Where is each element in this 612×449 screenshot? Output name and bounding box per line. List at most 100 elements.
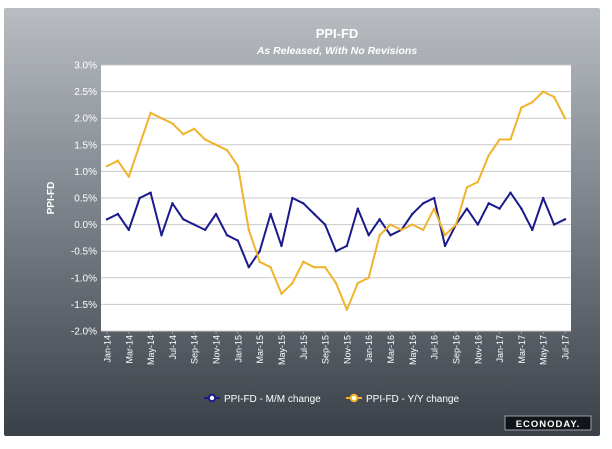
x-tick-label: May-15 — [277, 335, 287, 365]
y-tick-label: 1.0% — [74, 167, 97, 178]
data-point — [269, 265, 272, 269]
x-tick-label: Jan-16 — [364, 335, 374, 363]
data-point — [552, 95, 556, 99]
data-point — [182, 218, 185, 221]
data-point — [465, 207, 469, 210]
data-point — [138, 143, 141, 146]
data-point — [247, 228, 250, 232]
data-point — [411, 212, 414, 216]
legend-mm-label: PPI-FD - M/M change — [224, 394, 321, 405]
x-tick-label: Nov-16 — [473, 335, 483, 364]
x-tick-label: May-14 — [146, 335, 156, 365]
data-point — [203, 228, 207, 232]
x-tick-label: Mar-15 — [255, 335, 265, 364]
data-point — [225, 234, 229, 237]
data-point — [193, 127, 196, 131]
data-point — [487, 202, 490, 205]
data-point — [236, 164, 240, 168]
data-point — [356, 281, 360, 285]
data-point — [520, 106, 523, 109]
x-tick-label: Jan-14 — [103, 335, 113, 363]
data-point — [541, 196, 545, 200]
y-tick-label: 1.5% — [74, 140, 97, 151]
x-tick-label: Jan-17 — [495, 335, 505, 363]
data-point — [127, 175, 131, 178]
series-points-yy — [105, 90, 567, 311]
data-point — [563, 218, 567, 221]
data-point — [345, 244, 349, 248]
data-point — [160, 117, 163, 120]
data-point — [149, 111, 152, 115]
logo-text: ECONODAY. — [516, 419, 581, 430]
x-tick-label: May-17 — [539, 335, 549, 365]
y-tick-label: 3.0% — [74, 61, 97, 72]
data-point — [105, 164, 109, 168]
data-point — [531, 228, 534, 232]
y-tick-label: -2.0% — [71, 327, 97, 338]
data-point — [498, 138, 501, 141]
data-point — [291, 196, 294, 200]
logo-box — [504, 415, 592, 431]
data-point — [138, 196, 141, 200]
x-tick-label: Jul-14 — [168, 335, 178, 360]
chart-subtitle: As Released, With No Revisions — [256, 45, 418, 57]
data-point — [476, 180, 479, 184]
data-point — [487, 154, 490, 157]
data-point — [214, 212, 218, 216]
chart-title: PPI-FD — [316, 26, 359, 41]
y-tick-layer: 3.0% 2.5% 2.0% 1.5% 1.0% 0.5% 0.0% -0.5% -1.0% -1… — [71, 61, 97, 338]
data-point — [171, 122, 174, 125]
x-tick-label: Mar-14 — [124, 335, 134, 364]
data-point — [422, 202, 425, 205]
data-point — [149, 191, 152, 194]
data-point — [258, 260, 261, 264]
y-tick-label: -1.0% — [71, 273, 97, 284]
x-tick-label: Mar-17 — [517, 335, 527, 364]
data-point — [378, 218, 381, 221]
data-point — [552, 223, 556, 226]
x-tick-label: Jan-15 — [233, 335, 243, 363]
data-point — [323, 223, 327, 226]
y-tick-label: 0.0% — [74, 220, 97, 231]
data-point — [182, 132, 185, 136]
x-tick-label: Sep-15 — [321, 335, 331, 364]
data-point — [323, 265, 327, 269]
data-point — [389, 234, 392, 237]
data-point — [432, 207, 436, 210]
x-tick-label: Sep-16 — [451, 335, 461, 364]
data-point — [541, 90, 545, 93]
econoday-logo: ECONODAY. — [504, 415, 592, 431]
data-point — [432, 196, 436, 200]
data-point — [171, 202, 174, 205]
data-point — [302, 260, 305, 264]
data-point — [422, 228, 425, 232]
data-point — [443, 244, 447, 248]
x-tick-label: Sep-14 — [190, 335, 200, 364]
data-point — [302, 202, 305, 205]
legend-yy-swatch-marker — [349, 393, 359, 403]
x-tick-label: Jul-17 — [561, 335, 571, 360]
data-point — [378, 234, 381, 237]
data-point — [356, 207, 360, 210]
data-point — [116, 212, 120, 216]
series-layer — [105, 90, 567, 311]
data-point — [225, 148, 229, 152]
data-point — [531, 101, 534, 104]
data-point — [291, 281, 294, 285]
data-point — [563, 117, 567, 120]
grid-layer — [101, 64, 571, 332]
data-point — [509, 138, 512, 141]
data-point — [258, 250, 261, 253]
legend-yy-label: PPI-FD - Y/Y change — [366, 394, 459, 405]
y-tick-label: 2.5% — [74, 87, 97, 98]
x-tick-layer: Jan-14 Mar-14 May-14 Jul-14 Sep-14 Nov-14 Jan-… — [103, 331, 571, 365]
data-point — [367, 276, 370, 279]
y-tick-label: -0.5% — [71, 247, 97, 258]
data-point — [280, 292, 283, 295]
data-point — [498, 207, 501, 210]
x-tick-label: May-16 — [408, 335, 418, 365]
x-tick-label: Nov-14 — [212, 335, 222, 364]
data-point — [236, 239, 240, 242]
